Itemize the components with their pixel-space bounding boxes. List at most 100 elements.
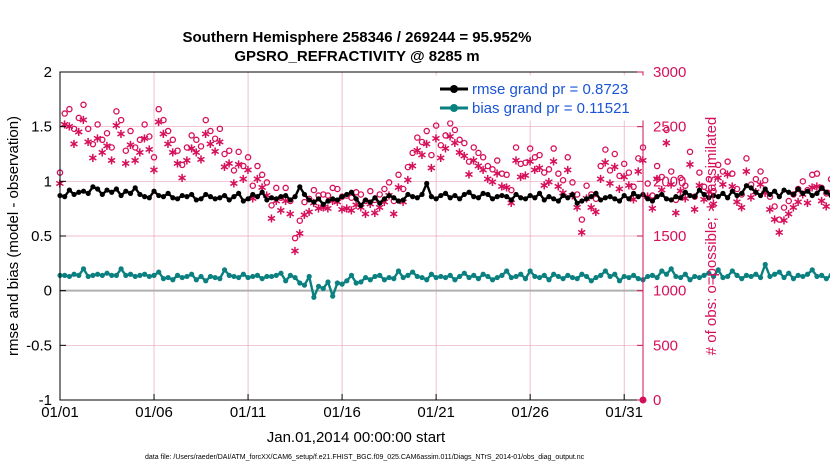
obs-assimilated-marker: ∗ (793, 195, 804, 210)
rmse-point (663, 196, 670, 202)
rmse-point (221, 192, 228, 199)
obs-assimilated-marker: ∗ (511, 153, 522, 168)
obs-assimilated-marker: ∗ (125, 138, 136, 153)
bias-point (762, 261, 768, 268)
rmse-point (438, 192, 444, 199)
bias-point (442, 274, 449, 281)
y-left-tick-label: 1.5 (31, 119, 52, 136)
obs-possible-marker (606, 167, 614, 174)
rmse-point (616, 198, 623, 204)
bias-point (320, 285, 326, 292)
bias-point (433, 274, 439, 281)
rmse-point (424, 180, 430, 187)
obs-possible-marker (780, 204, 788, 211)
obs-assimilated-marker: ∗ (548, 154, 559, 169)
obs-possible-marker (799, 178, 807, 185)
rmse-point (527, 192, 533, 199)
bias-point (71, 271, 77, 277)
obs-possible-marker (254, 162, 261, 170)
rmse-point (226, 197, 232, 203)
obs-assimilated-marker: ∗ (323, 201, 334, 216)
bias-point (452, 277, 458, 283)
obs-possible-marker (743, 155, 750, 162)
obs-possible-marker (367, 187, 374, 195)
legend-rmse-label: rmse grand pr = 0.8723 (472, 81, 628, 98)
bias-point (344, 278, 350, 284)
rmse-point (786, 189, 792, 195)
obs-assimilated-marker: ∗ (247, 192, 258, 207)
rmse-point (170, 195, 176, 201)
bias-point (795, 272, 801, 278)
obs-possible-marker (94, 121, 101, 128)
rmse-point (85, 190, 91, 196)
rmse-point (489, 196, 496, 202)
obs-possible-marker (404, 163, 412, 171)
y-right-tick-label: 500 (653, 337, 678, 354)
obs-assimilated-marker: ∗ (633, 164, 644, 179)
obs-assimilated-marker: ∗ (412, 144, 423, 159)
obs-possible-marker (583, 182, 590, 189)
obs-assimilated-marker: ∗ (459, 149, 470, 164)
rmse-point (522, 196, 529, 202)
obs-assimilated-marker: ∗ (87, 151, 98, 166)
bias-point (367, 277, 373, 283)
obs-assimilated-marker: ∗ (609, 160, 620, 175)
obs-possible-marker (522, 159, 529, 166)
rmse-point (471, 194, 477, 200)
bias-point (654, 274, 660, 281)
bias-point (649, 272, 656, 278)
obs-assimilated-marker: ∗ (468, 153, 479, 168)
obs-possible-marker (733, 185, 741, 193)
obs-possible-marker (244, 154, 252, 161)
bias-point (240, 271, 246, 277)
y-left-tick-label: 2 (44, 64, 52, 81)
obs-possible-marker (310, 186, 318, 194)
bias-point (710, 273, 717, 280)
obs-possible-marker (131, 144, 139, 151)
obs-possible-marker (324, 192, 332, 199)
obs-assimilated-marker: ∗ (200, 127, 211, 142)
obs-assimilated-marker: ∗ (111, 118, 122, 133)
obs-assimilated-marker: ∗ (97, 146, 108, 161)
bias-point (602, 268, 608, 274)
obs-assimilated-marker: ∗ (417, 148, 428, 163)
obs-possible-marker (211, 135, 219, 142)
bias-point (626, 274, 632, 281)
rmse-point (377, 200, 383, 206)
obs-assimilated-marker: ∗ (595, 172, 606, 187)
rmse-point (706, 195, 712, 201)
obs-assimilated-marker: ∗ (623, 179, 634, 194)
bias-point (621, 273, 627, 280)
obs-possible-marker (461, 139, 468, 147)
rmse-point (819, 185, 825, 191)
obs-assimilated-marker: ∗ (120, 157, 131, 172)
obs-possible-marker (99, 136, 106, 144)
rmse-point (734, 192, 740, 199)
bias-point (330, 293, 336, 299)
rmse-point (334, 197, 340, 203)
bias-point (776, 269, 782, 275)
obs-possible-marker (164, 127, 172, 135)
obs-assimilated-marker: ∗ (299, 208, 310, 223)
obs-assimilated-marker: ∗ (351, 198, 362, 213)
rmse-point (762, 186, 768, 192)
rmse-point (499, 192, 505, 199)
obs-possible-marker (66, 105, 73, 113)
bias-point (137, 272, 143, 278)
rmse-point (142, 194, 148, 200)
bias-point (673, 273, 679, 280)
rmse-point (278, 194, 284, 200)
obs-possible-marker (193, 136, 200, 144)
rmse-point (673, 194, 679, 200)
bias-point (66, 273, 73, 280)
rmse-point (264, 197, 270, 203)
obs-possible-marker (625, 169, 633, 176)
bias-point (273, 272, 279, 278)
bias-point (635, 276, 641, 282)
y-axis-right-label: # of obs: o=possible; ∗=assimilated (703, 117, 720, 356)
bias-point (546, 277, 552, 283)
rmse-point (814, 190, 820, 196)
obs-assimilated-marker: ∗ (431, 132, 442, 147)
obs-assimilated-marker: ∗ (670, 206, 681, 221)
